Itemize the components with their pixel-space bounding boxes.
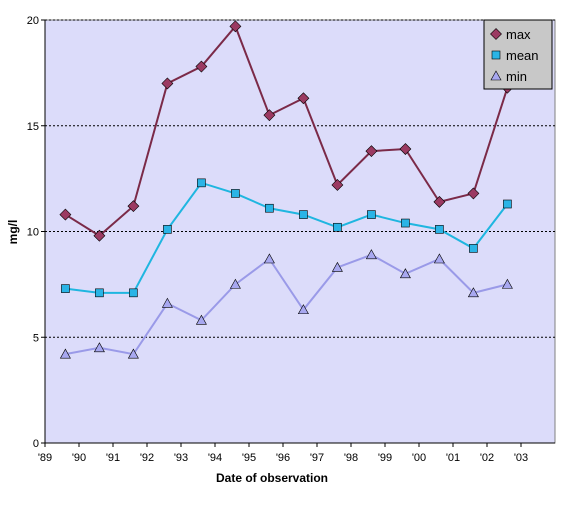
data-point-min — [331, 261, 343, 272]
data-point-min — [59, 348, 71, 359]
data-point-mean — [503, 199, 512, 209]
x-tick-label: '95 — [242, 452, 256, 464]
x-tick-label: '03 — [514, 452, 528, 464]
data-point-min — [195, 314, 207, 325]
data-point-min — [433, 253, 445, 264]
data-point-max — [59, 208, 72, 221]
data-point-mean — [435, 225, 444, 234]
data-point-mean — [95, 288, 104, 298]
data-point-mean — [61, 284, 70, 293]
data-point-max — [93, 229, 106, 242]
data-point-mean — [299, 210, 308, 219]
data-point-max — [229, 20, 242, 33]
data-point-min — [365, 249, 377, 260]
data-point-mean — [333, 222, 342, 232]
data-point-max — [433, 195, 446, 208]
data-point-min — [467, 287, 479, 298]
legend: max mean min — [483, 19, 553, 90]
series-group — [59, 20, 514, 359]
data-point-max — [297, 92, 310, 105]
x-tick-label: '90 — [72, 452, 86, 464]
y-tick-label: 0 — [33, 438, 39, 450]
x-tick-label: '91 — [106, 452, 120, 464]
x-tick-label: '92 — [140, 452, 154, 464]
data-point-mean — [197, 178, 206, 188]
data-point-mean — [163, 225, 172, 234]
series-line-min — [65, 253, 508, 356]
data-point-mean — [265, 203, 274, 213]
data-point-max — [127, 200, 140, 213]
series-line-max — [64, 24, 509, 237]
data-point-min — [399, 268, 411, 279]
x-tick-label: '99 — [378, 452, 392, 464]
x-tick-label: '00 — [412, 452, 426, 464]
y-tick-label: 20 — [27, 15, 39, 27]
x-tick-label: '96 — [276, 452, 290, 464]
y-axis-title: mg/l — [6, 220, 20, 245]
data-point-max — [263, 109, 276, 122]
legend-marker-min — [490, 70, 502, 81]
x-tick-label: '97 — [310, 452, 324, 464]
data-point-min — [161, 297, 173, 308]
series-line-mean — [65, 181, 509, 294]
data-point-max — [399, 143, 412, 155]
data-point-mean — [231, 189, 240, 198]
legend-marker-mean — [491, 50, 501, 60]
x-axis-title: Date of observation — [216, 471, 328, 485]
x-tick-label: '02 — [480, 452, 494, 464]
x-tick-label: '01 — [446, 452, 460, 464]
x-tick-labels: '89 '90 '91 '92 '93 '94 '95 '96 '97 '98 '99 '00 '01 '… — [38, 452, 528, 464]
grid-lines — [45, 19, 555, 338]
x-tick-label: '93 — [174, 452, 188, 464]
data-point-mean — [469, 244, 478, 253]
y-tick-labels: 0 5 10 15 20 — [27, 15, 39, 450]
data-point-min — [127, 348, 139, 359]
data-point-min — [93, 342, 105, 353]
y-tick-label: 10 — [27, 227, 39, 239]
data-point-max — [467, 187, 480, 200]
data-point-mean — [401, 218, 410, 228]
legend-label-max: max — [506, 27, 531, 42]
legend-label-mean: mean — [506, 48, 539, 63]
data-point-max — [195, 60, 208, 73]
x-tick-label: '98 — [344, 452, 358, 464]
data-point-max — [161, 77, 174, 90]
axes — [41, 19, 555, 447]
data-point-mean — [129, 288, 138, 298]
y-tick-label: 5 — [33, 332, 39, 344]
legend-marker-max — [490, 28, 502, 40]
x-tick-label: '89 — [38, 452, 52, 464]
legend-label-min: min — [506, 69, 527, 84]
data-point-min — [263, 253, 275, 264]
data-point-min — [229, 278, 241, 289]
x-tick-label: '94 — [208, 452, 222, 464]
data-point-min — [297, 304, 309, 315]
data-point-mean — [367, 210, 376, 219]
data-point-min — [501, 278, 513, 289]
data-point-max — [331, 179, 344, 191]
y-tick-label: 15 — [27, 121, 39, 133]
data-point-max — [365, 145, 378, 158]
